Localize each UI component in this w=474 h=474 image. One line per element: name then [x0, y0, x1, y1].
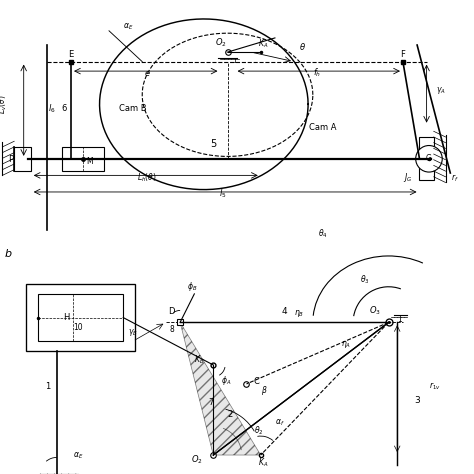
- Text: 5: 5: [210, 139, 217, 149]
- Text: $\phi_A$: $\phi_A$: [221, 374, 232, 387]
- Text: 7: 7: [209, 398, 214, 407]
- Text: 6: 6: [61, 104, 67, 113]
- Text: E: E: [68, 50, 74, 59]
- Text: 1: 1: [397, 315, 401, 324]
- Text: $J_G$: $J_G$: [403, 171, 412, 184]
- Text: Cam A: Cam A: [309, 123, 336, 132]
- Text: 2: 2: [228, 410, 233, 419]
- Text: $K_B$: $K_B$: [194, 354, 204, 366]
- Circle shape: [416, 146, 442, 172]
- Text: 3: 3: [415, 396, 420, 405]
- Text: $O_2$: $O_2$: [215, 36, 226, 48]
- Text: b: b: [5, 249, 12, 259]
- Text: $\alpha_E$: $\alpha_E$: [123, 21, 133, 32]
- Text: 4: 4: [282, 307, 287, 316]
- Bar: [62, 147, 104, 171]
- Text: $K_A$: $K_A$: [258, 37, 268, 50]
- Text: M: M: [87, 157, 93, 165]
- Text: $\theta_3$: $\theta_3$: [360, 273, 370, 285]
- Text: $\theta_2$: $\theta_2$: [254, 425, 263, 437]
- Text: $r_{1v}$: $r_{1v}$: [429, 381, 441, 392]
- Text: $r_f$: $r_f$: [451, 172, 459, 183]
- Text: $l_5$: $l_5$: [219, 188, 227, 200]
- Text: H: H: [63, 313, 70, 322]
- Text: P: P: [8, 155, 13, 164]
- Bar: [26, 284, 135, 351]
- Text: 1: 1: [232, 57, 237, 64]
- Bar: [14, 147, 31, 171]
- Text: $O_3$: $O_3$: [368, 305, 381, 317]
- Text: $K_A$: $K_A$: [258, 456, 268, 469]
- Text: 10: 10: [73, 323, 83, 331]
- Text: D: D: [168, 307, 175, 316]
- Text: $\theta$: $\theta$: [299, 41, 306, 52]
- Text: $\gamma_B$: $\gamma_B$: [128, 327, 137, 338]
- Text: $L_v(\theta)$: $L_v(\theta)$: [0, 94, 9, 114]
- Text: e: e: [145, 69, 149, 78]
- Text: 8: 8: [169, 325, 174, 334]
- Text: $f_h$: $f_h$: [313, 67, 322, 79]
- Polygon shape: [180, 322, 261, 455]
- Text: $\beta$: $\beta$: [261, 384, 267, 397]
- Text: $\alpha_E$: $\alpha_E$: [73, 450, 84, 461]
- Text: $\gamma_A$: $\gamma_A$: [436, 85, 446, 96]
- Text: $\eta_B$: $\eta_B$: [294, 308, 304, 319]
- Text: $O_2$: $O_2$: [191, 453, 202, 465]
- Text: Cam B: Cam B: [119, 104, 146, 113]
- Text: F: F: [401, 50, 405, 59]
- Text: $l_6$: $l_6$: [48, 102, 56, 115]
- Text: $\eta_A$: $\eta_A$: [341, 339, 351, 350]
- Text: $\phi_B$: $\phi_B$: [187, 280, 197, 293]
- Bar: [38, 294, 123, 341]
- Text: $\theta_4$: $\theta_4$: [318, 228, 328, 240]
- Text: $\alpha_f$: $\alpha_f$: [275, 417, 284, 428]
- Bar: [419, 137, 434, 180]
- Text: C: C: [253, 377, 259, 386]
- Text: 1: 1: [45, 382, 50, 391]
- Text: G: G: [426, 155, 432, 163]
- Text: $L_h(\theta)$: $L_h(\theta)$: [137, 171, 157, 183]
